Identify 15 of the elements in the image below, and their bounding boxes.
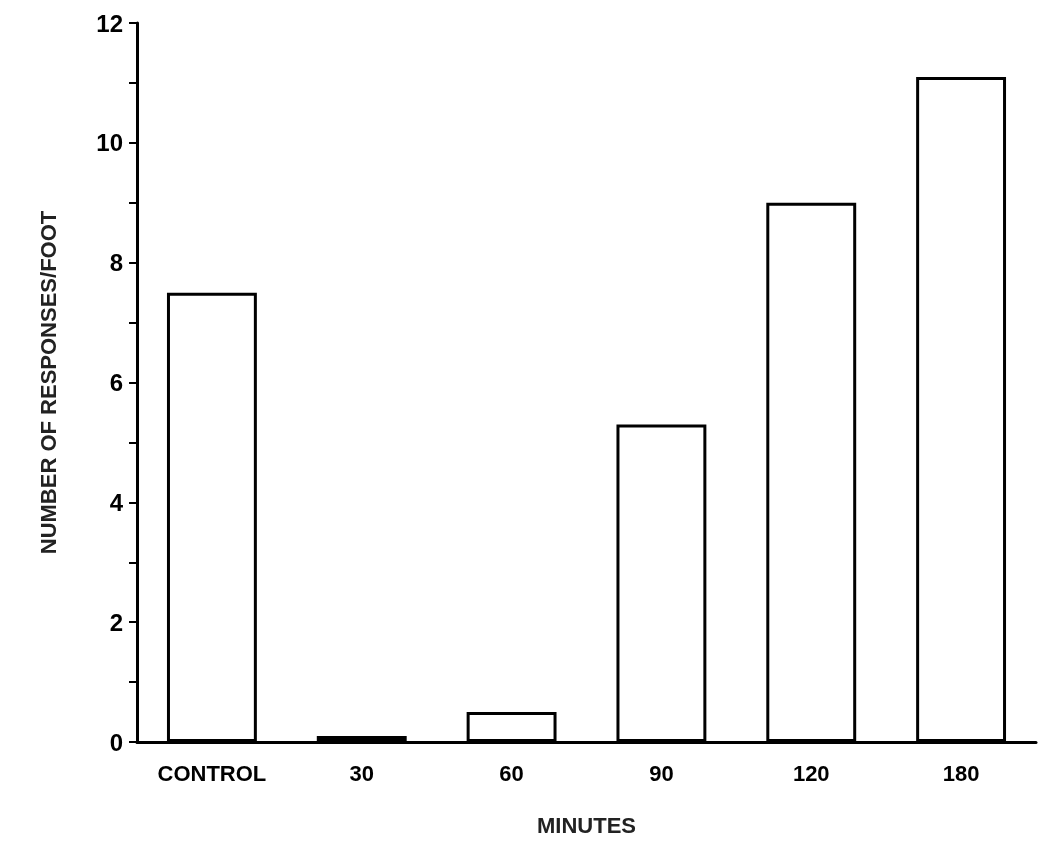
y-tick-label: 8	[109, 249, 123, 277]
y-tick-label: 12	[96, 9, 123, 37]
y-axis-title: NUMBER OF RESPONSES/FOOT	[35, 210, 61, 555]
x-tick-label: 30	[349, 760, 374, 786]
y-tick-label: 0	[109, 728, 123, 756]
y-tick-label: 2	[109, 608, 123, 636]
x-tick-label: 60	[499, 760, 524, 786]
y-tick-label: 6	[109, 369, 123, 396]
x-tick-label: 90	[649, 760, 674, 786]
y-tick-label: 10	[96, 129, 123, 157]
x-tick-label: 120	[792, 760, 830, 786]
x-axis-title: MINUTES	[537, 812, 636, 838]
x-tick-label: CONTROL	[157, 760, 267, 786]
y-tick-label: 4	[109, 488, 124, 516]
x-tick-label: 180	[942, 760, 980, 786]
